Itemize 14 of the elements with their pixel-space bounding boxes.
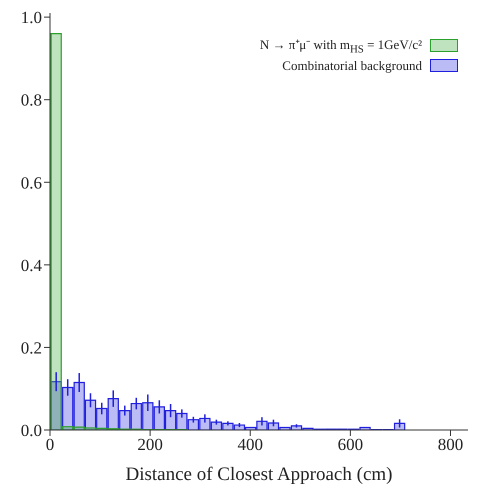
- y-tick-label: 0.6: [20, 173, 42, 192]
- x-axis-title: Distance of Closest Approach (cm): [126, 464, 392, 485]
- x-tick-label: 200: [137, 435, 163, 454]
- x-tick-label: 0: [46, 435, 54, 454]
- legend-label: Combinatorial background: [282, 58, 422, 74]
- y-tick-label: 0.2: [20, 338, 42, 358]
- x-tick-label: 600: [338, 435, 364, 454]
- y-tick-label: 0.4: [20, 256, 42, 275]
- y-tick-label: 1.0: [20, 8, 42, 28]
- x-tick-label: 800: [438, 435, 464, 454]
- x-tick-label: 400: [237, 435, 263, 454]
- y-tick-label: 0.8: [20, 90, 42, 110]
- legend-label: N → π⁺μ⁻ with m$_{HS}$ = 1GeV/c²: [260, 36, 422, 56]
- y-tick-label: 0.0: [20, 421, 42, 440]
